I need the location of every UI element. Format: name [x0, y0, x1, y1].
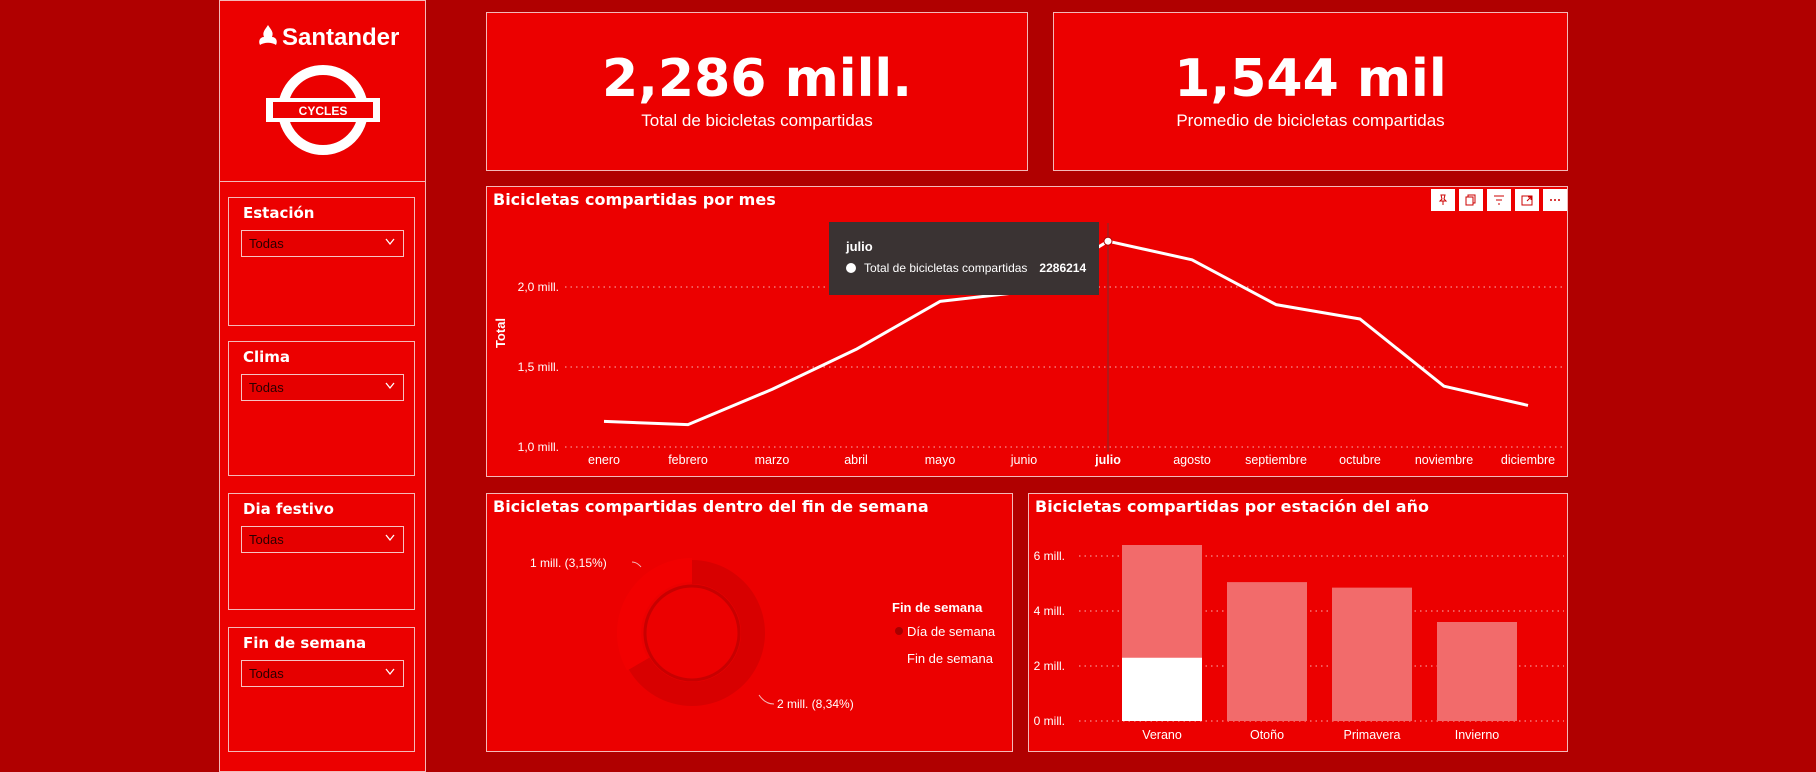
slicer-title: Dia festivo	[243, 500, 334, 518]
dia-festivo-dropdown[interactable]: Todas	[241, 526, 404, 553]
legend-marker-weekday	[895, 627, 903, 635]
filter-icon[interactable]	[1487, 189, 1511, 211]
x-tick-label: julio	[1094, 453, 1121, 467]
slicer-clima: Clima Todas	[228, 341, 415, 476]
dropdown-value: Todas	[249, 380, 284, 395]
cycles-logo-text: CYCLES	[299, 104, 348, 118]
tooltip-title: julio	[846, 239, 873, 254]
x-tick-label: septiembre	[1245, 453, 1307, 467]
bar-chart: 6 mill. 4 mill. 2 mill. 0 mill. Verano Otoño P…	[1034, 545, 1564, 742]
slicer-title: Fin de semana	[243, 634, 367, 652]
donut-inner-ring	[643, 584, 741, 682]
x-tick-label: Invierno	[1455, 728, 1500, 742]
donut-chart-panel[interactable]: Bicicletas compartidas dentro del fin de…	[486, 493, 1013, 752]
x-tick-label: diciembre	[1501, 453, 1555, 467]
x-tick-label: marzo	[755, 453, 790, 467]
pin-icon[interactable]	[1431, 189, 1455, 211]
slicer-dia-festivo: Dia festivo Todas	[228, 493, 415, 610]
dropdown-value: Todas	[249, 532, 284, 547]
tooltip-series-dot	[846, 263, 856, 273]
chart-title: Bicicletas compartidas dentro del fin de…	[493, 497, 929, 516]
y-tick-label: 2,0 mill.	[518, 280, 559, 294]
tooltip-value: 2286214	[1039, 261, 1087, 275]
slicer-title: Clima	[243, 348, 291, 366]
bar-otoño	[1227, 582, 1307, 721]
more-options-icon[interactable]	[1543, 189, 1567, 211]
santander-cycles-logo: CYCLES	[266, 65, 380, 155]
y-tick-label: 6 mill.	[1034, 549, 1065, 563]
y-tick-label: 2 mill.	[1034, 659, 1065, 673]
dropdown-value: Todas	[249, 666, 284, 681]
x-tick-label: noviembre	[1415, 453, 1473, 467]
kpi-label: Promedio de bicicletas compartidas	[1176, 111, 1445, 130]
legend-title: Fin de semana	[892, 600, 983, 615]
kpi-average: 1,544 mil Promedio de bicicletas compart…	[1053, 12, 1568, 171]
x-tick-label: Verano	[1142, 728, 1182, 742]
x-tick-label: febrero	[668, 453, 708, 467]
donut-slice-weekday	[628, 560, 765, 706]
brand-name: Santander	[282, 24, 400, 51]
x-tick-label: octubre	[1339, 453, 1381, 467]
y-tick-label: 4 mill.	[1034, 604, 1065, 618]
legend-item-weekday: Día de semana	[907, 624, 996, 639]
chart-title: Bicicletas compartidas por mes	[493, 190, 776, 209]
chevron-down-icon	[385, 238, 395, 246]
donut-label-weekday: 2 mill. (8,34%)	[777, 697, 854, 711]
kpi-label: Total de bicicletas compartidas	[641, 111, 873, 130]
logo-box	[219, 0, 426, 182]
x-tick-label: junio	[1010, 453, 1037, 467]
y-tick-label: 0 mill.	[1034, 714, 1065, 728]
bar-highlight	[1122, 657, 1202, 721]
donut-label-weekend: 1 mill. (3,15%)	[530, 556, 607, 570]
x-tick-label: abril	[844, 453, 868, 467]
donut-chart: 1 mill. (3,15%) 2 mill. (8,34%) Fin de s…	[530, 556, 996, 711]
chevron-down-icon	[385, 668, 395, 676]
y-tick-label: 1,0 mill.	[518, 440, 559, 454]
x-tick-label: agosto	[1173, 453, 1211, 467]
focus-mode-icon[interactable]	[1515, 189, 1539, 211]
x-tick-label: Primavera	[1344, 728, 1401, 742]
estacion-dropdown[interactable]: Todas	[241, 230, 404, 257]
santander-flame-icon	[259, 25, 277, 45]
visual-toolbar	[1431, 189, 1567, 211]
kpi-value: 1,544 mil	[1174, 49, 1447, 109]
clima-dropdown[interactable]: Todas	[241, 374, 404, 401]
x-tick-label: enero	[588, 453, 620, 467]
legend-item-weekend: Fin de semana	[907, 651, 994, 666]
chevron-down-icon	[385, 534, 395, 542]
bar-chart-panel[interactable]: Bicicletas compartidas por estación del …	[1028, 493, 1568, 752]
chevron-down-icon	[385, 382, 395, 390]
slicer-title: Estación	[243, 204, 315, 222]
dropdown-value: Todas	[249, 236, 284, 251]
tooltip-series: Total de bicicletas compartidas	[864, 261, 1028, 275]
bar-primavera	[1332, 587, 1412, 721]
slicer-estacion: Estación Todas	[228, 197, 415, 326]
x-tick-label: Otoño	[1250, 728, 1284, 742]
line-chart: Total 2,0 mill. 1,5 mill. 1,0 mill. enero fe…	[493, 223, 1562, 467]
chart-title: Bicicletas compartidas por estación del …	[1035, 497, 1429, 516]
copy-icon[interactable]	[1459, 189, 1483, 211]
y-axis-label: Total	[493, 318, 508, 348]
fin-de-semana-dropdown[interactable]: Todas	[241, 660, 404, 687]
donut-slice-weekend	[617, 558, 692, 671]
kpi-value: 2,286 mill.	[602, 49, 912, 109]
bar-invierno	[1437, 622, 1517, 721]
y-tick-label: 1,5 mill.	[518, 360, 559, 374]
slicer-fin-de-semana: Fin de semana Todas	[228, 627, 415, 752]
x-tick-label: mayo	[925, 453, 956, 467]
data-point	[1103, 236, 1113, 246]
legend-marker-weekend	[895, 654, 903, 662]
kpi-total: 2,286 mill. Total de bicicletas comparti…	[486, 12, 1028, 171]
tooltip-row: Total de bicicletas compartidas 2286214	[846, 261, 1086, 275]
chart-tooltip: julio Total de bicicletas compartidas 22…	[829, 222, 1099, 295]
